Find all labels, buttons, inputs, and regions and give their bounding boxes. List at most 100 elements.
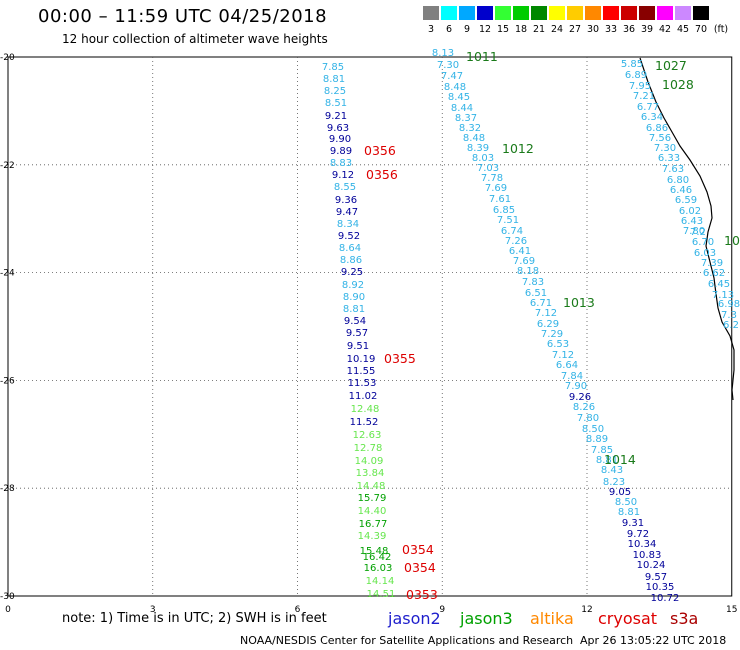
legend-label: 9 [463, 24, 471, 35]
swh-value: 7.95 [629, 81, 651, 92]
swh-value: 9.57 [645, 572, 667, 583]
legend-label: 36 [622, 24, 636, 35]
pressure-label: 10 [724, 233, 740, 248]
swh-value: 10.24 [637, 560, 666, 571]
swh-value: 7.90 [565, 381, 587, 392]
pass-time: 0355 [384, 351, 416, 366]
swh-value: 6.70 [692, 237, 714, 248]
swh-value: 8.51 [325, 98, 347, 109]
coastline [639, 57, 735, 401]
swh-value: 7.85 [322, 62, 344, 73]
swh-value: 7.30 [437, 60, 459, 71]
swh-value: 14.40 [358, 506, 387, 517]
satellite-name: altika [530, 609, 574, 628]
y-tick-label: -22 [0, 161, 15, 171]
swh-value: 6.74 [501, 226, 523, 237]
swh-value: 8.03 [472, 153, 494, 164]
swh-value: 10.34 [628, 539, 657, 550]
satellite-name: jason3 [460, 609, 513, 628]
legend-swatch [603, 6, 619, 20]
swh-value: 9.90 [329, 134, 351, 145]
pressure-label: 1028 [662, 77, 694, 92]
swh-value: 5.85 [621, 59, 643, 70]
swh-value: 7.51 [497, 215, 519, 226]
swh-value: 6.64 [556, 360, 578, 371]
swh-value: 6.41 [509, 246, 531, 257]
swh-value: 8.50 [615, 497, 637, 508]
swh-value: 7.3 [721, 310, 737, 321]
legend-swatch [495, 6, 511, 20]
swh-value: 8.43 [601, 465, 623, 476]
swh-value: 14.14 [366, 576, 395, 587]
swh-value: 6.34 [641, 112, 663, 123]
swh-value: 8.81 [596, 455, 618, 466]
x-tick-label: 15 [726, 605, 737, 615]
swh-value: 8.83 [330, 158, 352, 169]
pass-time: 0354 [402, 542, 434, 557]
swh-value: 6.98 [718, 299, 740, 310]
swh-value: 11.02 [349, 391, 378, 402]
swh-value: 6.46 [670, 185, 692, 196]
legend-label: 27 [568, 24, 582, 35]
swh-value: 6.43 [681, 216, 703, 227]
legend-swatch [675, 6, 691, 20]
swh-value: 9.47 [336, 207, 358, 218]
legend-swatch [639, 6, 655, 20]
x-tick-label: 9 [439, 605, 445, 615]
swh-value: 7.85 [591, 445, 613, 456]
swh-value: 10.35 [646, 582, 675, 593]
swh-value: 6.45 [708, 279, 730, 290]
swh-value: 6.29 [537, 319, 559, 330]
swh-value: 8.64 [339, 243, 361, 254]
legend-label: 24 [550, 24, 564, 35]
swh-value: 12.78 [354, 443, 383, 454]
swh-value: 7.69 [513, 256, 535, 267]
legend-swatch [693, 6, 709, 20]
swh-value: 8.32 [459, 123, 481, 134]
swh-value: 7.29 [541, 329, 563, 340]
swh-value: 8.89 [586, 434, 608, 445]
swh-value: 8.45 [448, 92, 470, 103]
swh-value: 13.84 [356, 468, 385, 479]
legend-label: 18 [514, 24, 528, 35]
swh-value: 9.52 [338, 231, 360, 242]
swh-value: 8.26 [573, 402, 595, 413]
pass-time: 0356 [364, 143, 396, 158]
swh-value: 11.53 [348, 378, 377, 389]
swh-value: 8.92 [342, 280, 364, 291]
swh-value: 8.81 [618, 507, 640, 518]
swh-value: 7.26 [505, 236, 527, 247]
swh-value: 9.89 [330, 146, 352, 157]
x-tick-label: 12 [581, 605, 592, 615]
swh-value: 10.72 [651, 593, 680, 604]
swh-value: 8.50 [582, 424, 604, 435]
swh-value: 7.78 [481, 173, 503, 184]
swh-value: 6.03 [694, 248, 716, 259]
swh-value: 6.2 [723, 320, 739, 331]
map-axes: 0 3 6 9 12 15 -20 -22 -24 -26 -28 -30 [0, 53, 737, 615]
legend-label: 30 [586, 24, 600, 35]
legend-label: 39 [640, 24, 654, 35]
swh-value: 7.69 [485, 183, 507, 194]
pass-time: 0356 [366, 167, 398, 182]
swh-value: 6.51 [525, 288, 547, 299]
legend-label: 3 [427, 24, 435, 35]
swh-value: 7.21 [633, 91, 655, 102]
swh-value: 7.2 [690, 227, 706, 238]
swh-value: 14.48 [357, 481, 386, 492]
altimeter-tracks: 7.858.818.258.519.219.639.909.898.839.12… [322, 48, 740, 604]
swh-value: 9.12 [332, 170, 354, 181]
swh-value: 7.12 [535, 308, 557, 319]
swh-value: 6.77 [637, 102, 659, 113]
y-tick-label: -26 [0, 376, 15, 386]
legend-label: 33 [604, 24, 618, 35]
swh-value: 8.86 [340, 255, 362, 266]
swh-value: 9.26 [569, 392, 591, 403]
swh-value: 6.62 [703, 268, 725, 279]
footnote: note: 1) Time is in UTC; 2) SWH is in fe… [62, 611, 327, 626]
swh-value: 9.57 [346, 328, 368, 339]
swh-value: 8.81 [323, 74, 345, 85]
swh-value: 9.21 [325, 111, 347, 122]
legend-label: 21 [532, 24, 546, 35]
